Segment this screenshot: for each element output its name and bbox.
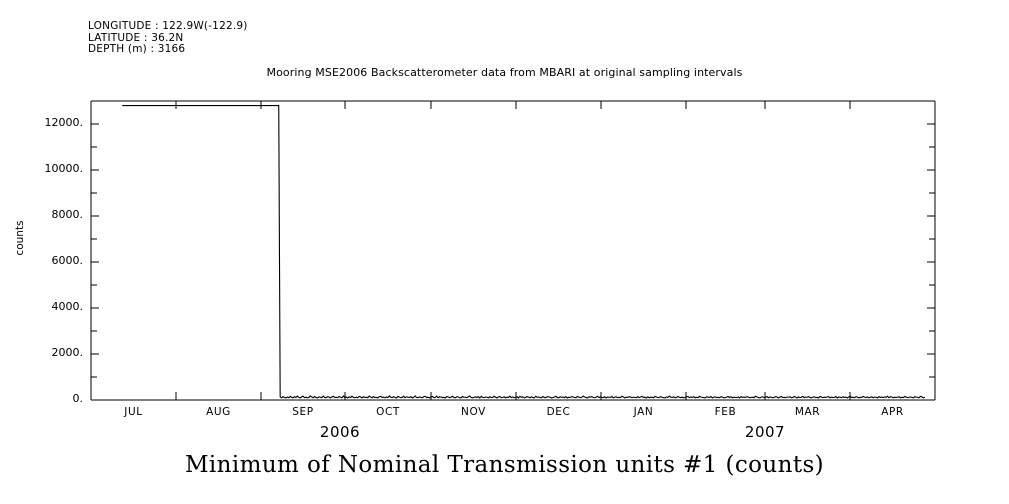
depth-text: DEPTH (m) : 3166 bbox=[88, 43, 186, 55]
y-tick-label: 6000. bbox=[51, 254, 84, 267]
x-tick-label: JUL bbox=[124, 406, 143, 418]
y-tick-label: 4000. bbox=[51, 300, 84, 313]
x-axis-ticks bbox=[90, 101, 936, 400]
data-series-line bbox=[122, 105, 926, 399]
x-tick-label: APR bbox=[881, 406, 904, 418]
latitude-text: LATITUDE : 36.2N bbox=[88, 31, 184, 44]
x-tick-label: JAN bbox=[633, 406, 654, 418]
y-tick-label: 10000. bbox=[44, 162, 84, 175]
year-label: 2006 bbox=[319, 423, 361, 441]
longitude-text: LONGITUDE : 122.9W(-122.9) bbox=[88, 20, 248, 32]
y-axis-ticks bbox=[91, 100, 935, 401]
x-tick-label: OCT bbox=[376, 406, 400, 418]
x-tick-label: MAR bbox=[794, 406, 821, 418]
axis-frame bbox=[90, 100, 936, 401]
x-tick-label: FEB bbox=[714, 406, 737, 418]
chart-title: Mooring MSE2006 Backscatterometer data f… bbox=[266, 66, 743, 79]
figure-caption: Minimum of Nominal Transmission units #1… bbox=[184, 452, 825, 478]
x-tick-label: SEP bbox=[292, 406, 314, 418]
y-tick-label: 8000. bbox=[51, 208, 84, 221]
x-tick-label: NOV bbox=[461, 406, 486, 418]
x-tick-label: AUG bbox=[206, 406, 231, 418]
y-tick-label: 2000. bbox=[51, 346, 84, 359]
year-label: 2007 bbox=[744, 423, 786, 441]
x-tick-label: DEC bbox=[546, 406, 571, 418]
y-tick-label: 12000. bbox=[44, 116, 84, 129]
y-tick-label: 0. bbox=[72, 392, 84, 405]
station-metadata: LONGITUDE : 122.9W(-122.9) LATITUDE : 36… bbox=[88, 20, 248, 56]
